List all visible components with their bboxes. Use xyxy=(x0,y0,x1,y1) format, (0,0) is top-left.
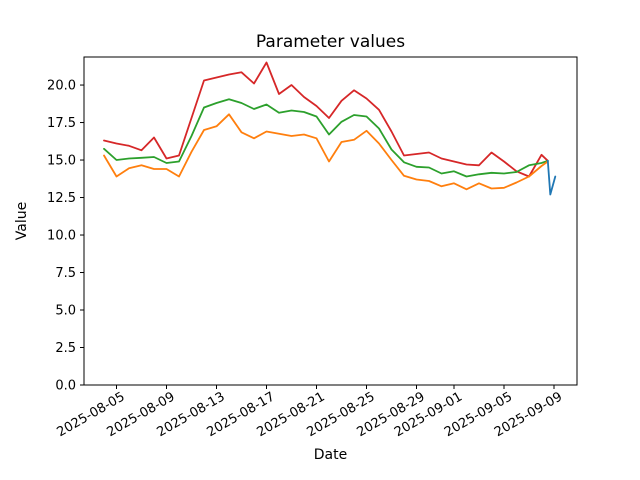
y-tick-label: 15.0 xyxy=(47,154,76,169)
x-axis-label: Date xyxy=(313,447,348,463)
axes-frame xyxy=(83,56,578,386)
y-tick-label: 17.5 xyxy=(47,116,76,131)
y-tick-label: 7.5 xyxy=(55,266,76,281)
y-tick-label: 0.0 xyxy=(55,379,76,394)
y-tick-label: 5.0 xyxy=(55,304,76,319)
series-line-green xyxy=(103,98,549,178)
series-line-orange xyxy=(103,113,549,191)
y-tick-label: 20.0 xyxy=(47,79,76,94)
series-line-red xyxy=(103,61,549,178)
y-tick-label: 10.0 xyxy=(47,229,76,244)
y-tick-label: 12.5 xyxy=(47,191,76,206)
chart-title: Parameter values xyxy=(255,32,406,52)
y-tick-label: 2.5 xyxy=(55,341,76,356)
y-axis-label: Value xyxy=(14,201,30,241)
series-line-blue xyxy=(546,159,557,196)
